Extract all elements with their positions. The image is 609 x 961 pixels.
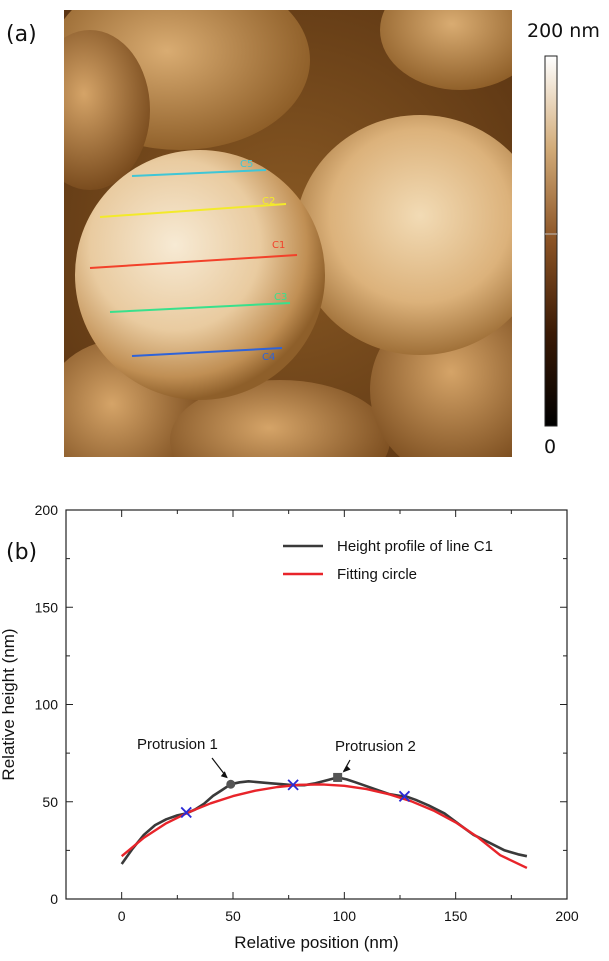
x-tick-label: 200 <box>555 908 579 924</box>
x-axis-title: Relative position (nm) <box>234 933 398 952</box>
fit-point-marker <box>398 790 411 802</box>
y-tick-label: 50 <box>42 794 58 810</box>
y-tick-label: 100 <box>35 697 59 713</box>
afm-topography <box>64 10 512 457</box>
scan-line-c5 <box>131 169 267 177</box>
y-axis-title: Relative height (nm) <box>0 628 18 780</box>
fit-point-marker <box>287 779 299 791</box>
colorbar-min-label: 0 <box>544 436 557 458</box>
panel-b-label: (b) <box>6 540 38 565</box>
x-tick-label: 0 <box>118 908 126 924</box>
y-tick-label: 200 <box>35 502 59 518</box>
scan-label-c4: C4 <box>262 352 275 363</box>
y-tick-label: 0 <box>50 891 58 907</box>
protrusion-1-arrow <box>211 757 228 778</box>
protrusion-1-label: Protrusion 1 <box>137 736 218 753</box>
y-tick-label: 150 <box>35 599 59 615</box>
x-tick-label: 150 <box>444 908 468 924</box>
x-tick-label: 50 <box>225 908 241 924</box>
protrusion-2-marker <box>333 772 343 782</box>
scan-line-c4 <box>131 347 283 357</box>
scan-line-c1 <box>89 254 298 269</box>
protrusion-1-marker <box>226 779 236 789</box>
scan-lines: C5 C2 C1 C3 C4 <box>89 159 298 363</box>
scan-label-c3: C3 <box>274 292 287 303</box>
plot-frame <box>65 509 568 900</box>
x-tick-label: 100 <box>333 908 357 924</box>
protrusion-2-arrowhead <box>342 765 351 773</box>
scan-line-c3 <box>109 302 291 313</box>
scan-label-c1: C1 <box>272 240 285 251</box>
scan-label-c2: C2 <box>262 196 275 207</box>
legend-label-height-profile: Height profile of line C1 <box>337 538 493 555</box>
scan-line-c2 <box>99 203 287 218</box>
protrusion-1-arrowhead <box>220 771 228 779</box>
scan-label-c5: C5 <box>240 159 253 170</box>
series-height-profile-line <box>120 776 528 865</box>
legend-label-fitting-circle: Fitting circle <box>337 566 417 583</box>
series-fitting-circle-line <box>120 783 528 869</box>
fit-point-marker <box>180 806 192 819</box>
panel-a-label: (a) <box>6 22 37 47</box>
colorbar-max-label: 200 nm <box>527 20 600 42</box>
protrusion-2-arrow <box>343 759 351 772</box>
afm-height-image: C5 C2 C1 C3 C4 <box>64 10 558 457</box>
protrusion-2-label: Protrusion 2 <box>335 738 416 755</box>
colorbar <box>544 55 558 427</box>
